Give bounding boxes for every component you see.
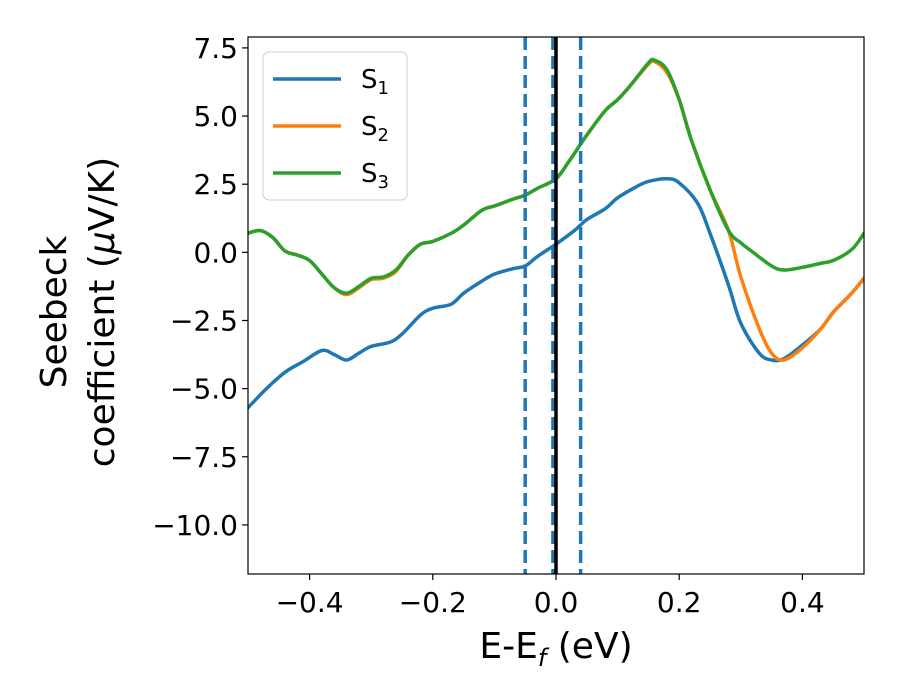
y-tick-label: −10.0 xyxy=(152,509,238,542)
y-tick-label: 0.0 xyxy=(193,236,238,269)
y-axis-label-suffix: V/K) xyxy=(82,157,123,231)
y-axis-label-mu: μ xyxy=(82,231,123,255)
x-tick-label: −0.2 xyxy=(399,586,467,619)
x-tick-label: −0.4 xyxy=(276,586,344,619)
y-tick-label: 2.5 xyxy=(193,168,238,201)
vertical-reference-lines xyxy=(523,37,583,574)
x-tick-label: 0.2 xyxy=(657,586,702,619)
legend-label-3: S3 xyxy=(361,159,389,193)
x-axis-label-unit: (eV) xyxy=(546,626,632,667)
y-axis-label-prefix: coefficient ( xyxy=(82,254,123,467)
y-tick-label: −2.5 xyxy=(170,304,238,337)
y-tick-label: −5.0 xyxy=(170,373,238,406)
x-tick-label: 0.0 xyxy=(534,586,579,619)
y-axis: −10.0 −7.5 −5.0 −2.5 0.0 2.5 5.0 7.5 xyxy=(152,32,248,542)
y-tick-label: 5.0 xyxy=(193,100,238,133)
x-axis-label-main: E-E xyxy=(479,626,537,667)
y-axis-label: Seebeck coefficient (μV/K) xyxy=(34,157,123,467)
legend-label-1: S1 xyxy=(361,65,389,99)
x-tick-label: 0.4 xyxy=(780,586,825,619)
y-tick-label: 7.5 xyxy=(193,32,238,65)
y-tick-label: −7.5 xyxy=(170,441,238,474)
legend: S1 S2 S3 xyxy=(262,51,408,201)
y-axis-label-line2: coefficient (μV/K) xyxy=(82,157,123,467)
y-axis-label-line1: Seebeck xyxy=(34,235,75,388)
legend-label-2: S2 xyxy=(361,112,389,146)
x-axis: −0.4 −0.2 0.0 0.2 0.4 xyxy=(276,574,825,619)
x-axis-label: E-Ef (eV) xyxy=(479,626,632,672)
series-line-3 xyxy=(248,57,864,295)
